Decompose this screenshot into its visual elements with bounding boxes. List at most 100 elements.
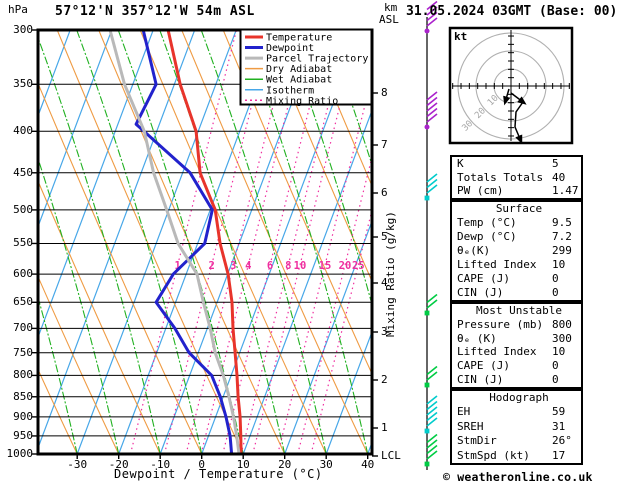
stat-label: CAPE (J): [457, 359, 510, 373]
lcl-label: LCL: [381, 449, 401, 462]
pressure-tick-label: 450: [13, 165, 33, 179]
altitude-tick-label: 3: [381, 325, 388, 338]
panel-hodograph-panel: Hodograph EH 59 SREH 31 StmDir 26° StmSpd (kt) 1…: [450, 389, 583, 465]
legend-label: Dry Adiabat: [266, 64, 332, 75]
copyright-watermark: © weatheronline.co.uk: [443, 470, 593, 484]
stat-label: EH: [457, 405, 471, 419]
temperature-tick-label: -30: [67, 458, 88, 471]
panel-indices: K 5 Totals Totals 40 PW (cm) 1.47: [450, 155, 583, 200]
mixing-ratio-line-label: 10: [294, 260, 307, 272]
legend-label: Parcel Trajectory: [266, 54, 368, 65]
panel-most-unstable: Most Unstable Pressure (mb) 800 θₑ (K) 300 Li…: [450, 302, 583, 389]
pressure-tick-label: 950: [13, 428, 33, 442]
profile-dewpoint: [134, 30, 234, 454]
altitude-axis-unit-km: km: [384, 1, 398, 14]
stat-row: Lifted Index 10: [452, 258, 581, 272]
stat-label: θₑ (K): [457, 331, 497, 345]
stat-value: 7.2: [552, 230, 572, 243]
legend-label: Mixing Ratio: [266, 96, 338, 107]
stat-row: Pressure (mb) 800: [452, 318, 581, 332]
stat-row: StmDir 26°: [452, 434, 581, 448]
altitude-tick-label: 6: [381, 186, 388, 199]
panel-header: Surface: [495, 202, 543, 215]
stat-label: K: [457, 157, 464, 170]
pressure-tick-label: 800: [13, 368, 33, 382]
profile-temperature: [166, 30, 243, 454]
altitude-tick-label: 7: [381, 138, 388, 151]
profile-parcel-trajectory: [108, 30, 241, 454]
stat-value: 0: [552, 373, 559, 387]
legend-label: Temperature: [266, 33, 332, 44]
stat-row: Lifted Index 10: [452, 345, 581, 359]
stat-value: 26°: [552, 434, 572, 448]
pressure-tick-label: 600: [13, 267, 33, 281]
pressure-tick-label: 700: [13, 321, 33, 335]
pressure-tick-label: 500: [13, 202, 33, 216]
stat-row: StmSpd (kt) 17: [452, 449, 581, 463]
pressure-tick-label: 850: [13, 389, 33, 403]
stat-row: CIN (J) 0: [452, 373, 581, 387]
pressure-tick-label: 400: [13, 124, 33, 138]
pressure-tick-label: 550: [13, 236, 33, 250]
stat-row: EH 59: [452, 405, 581, 419]
altitude-tick-label: 5: [381, 230, 388, 243]
temperature-tick-label: 20: [278, 458, 292, 471]
plot-border: [36, 28, 374, 456]
datetime-label: 31.05.2024 03GMT (Base: 00): [406, 4, 618, 19]
stat-label: Temp (°C): [457, 216, 517, 229]
mixing-ratio-line-label: 1: [175, 260, 181, 272]
legend-label: Wet Adiabat: [266, 75, 332, 86]
stat-value: 10: [552, 345, 566, 359]
altitude-tick-label: 8: [381, 86, 388, 99]
stat-row: θₑ(K) 299: [452, 244, 581, 258]
temperature-tick-label: 30: [319, 458, 333, 471]
altitude-tick-label: 4: [381, 276, 388, 289]
mixing-ratio-line-label: 3: [230, 260, 236, 272]
pressure-tick-label: 300: [13, 23, 33, 36]
stat-row: CAPE (J) 0: [452, 272, 581, 286]
stat-row: CAPE (J) 0: [452, 359, 581, 373]
stat-label: Totals Totals: [457, 170, 544, 184]
stat-label: Dewp (°C): [457, 230, 517, 243]
stat-row: PW (cm) 1.47: [452, 184, 581, 198]
stat-row: θₑ (K) 300: [452, 332, 581, 346]
legend-label: Dewpoint: [266, 43, 314, 54]
stat-label: Lifted Index: [457, 345, 537, 359]
temperature-tick-label: 10: [236, 458, 250, 471]
wind-barb-column: [424, 0, 438, 470]
hodograph-unit-label: kt: [454, 30, 468, 43]
panel-header: Hodograph: [489, 391, 549, 404]
stat-value: 300: [552, 331, 572, 345]
pressure-tick-label: 750: [13, 345, 33, 359]
stat-label: StmSpd (kt): [457, 448, 530, 462]
mixing-ratio-line-label: 15: [319, 260, 332, 272]
altitude-tick-label: 1: [381, 421, 388, 434]
stat-label: Pressure (mb): [457, 317, 544, 331]
mixing-ratio-line-label: 2: [209, 260, 215, 272]
temperature-tick-label: 40: [361, 458, 375, 471]
temperature-tick-label: -20: [108, 458, 129, 471]
mixing-ratio-line-label: 25: [352, 260, 365, 272]
stat-value: 17: [552, 448, 566, 462]
mixing-ratio-line-label: 4: [245, 260, 251, 272]
stat-row: SREH 31: [452, 420, 581, 434]
panel-header: Most Unstable: [475, 304, 563, 317]
stat-value: 10: [552, 258, 566, 271]
pressure-axis-unit: hPa: [8, 3, 28, 16]
stat-label: θₑ(K): [457, 244, 491, 257]
pressure-tick-label: 650: [13, 295, 33, 309]
temperature-tick-label: -10: [150, 458, 171, 471]
pressure-tick-label: 1000: [6, 447, 34, 460]
stat-row: Totals Totals 40: [452, 171, 581, 185]
stat-value: 40: [552, 170, 566, 184]
stat-value: 0: [552, 272, 559, 285]
stat-value: 59: [552, 405, 566, 419]
stat-value: 31: [552, 419, 566, 433]
stat-row: Temp (°C) 9.5: [452, 216, 581, 230]
stat-value: 1.47: [552, 184, 579, 198]
stat-label: PW (cm): [457, 184, 504, 198]
